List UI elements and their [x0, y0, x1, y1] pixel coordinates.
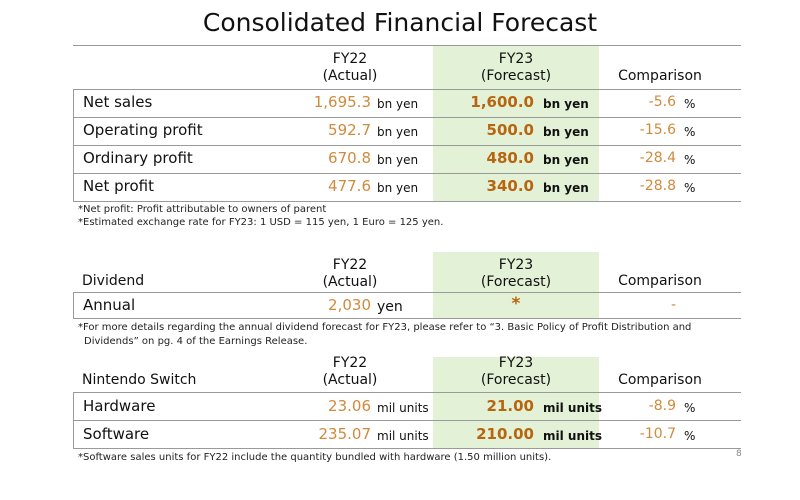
- fy22-unit: bn yen: [377, 153, 419, 167]
- header-comparison: Comparison: [618, 372, 702, 388]
- row-divider: [73, 145, 741, 146]
- fy22-value: 592.7: [328, 121, 371, 139]
- fy22-value: 23.06: [328, 397, 371, 415]
- table-left-border: [73, 392, 74, 448]
- footnote: *Estimated exchange rate for FY23: 1 USD…: [78, 217, 444, 228]
- fy23-unit: bn yen: [543, 181, 589, 195]
- comparison-value: -8.9: [648, 398, 676, 414]
- comparison-value: -15.6: [639, 122, 676, 138]
- row-divider: [73, 420, 741, 421]
- row-label: Hardware: [83, 397, 156, 415]
- section-label-dividend: Dividend: [82, 273, 145, 289]
- comparison-unit: %: [684, 401, 696, 415]
- header-comparison: Comparison: [618, 68, 702, 84]
- comparison-value: -28.4: [639, 150, 676, 166]
- comparison-value: -10.7: [639, 426, 676, 442]
- row-label: Net profit: [83, 177, 154, 195]
- fy22-unit: mil units: [377, 429, 429, 443]
- fy23-value: 500.0: [486, 121, 534, 139]
- fy23-unit: mil units: [543, 429, 602, 443]
- fy22-value: 2,030: [328, 296, 371, 314]
- fy23-value: *: [511, 294, 521, 314]
- comparison-unit: %: [684, 125, 696, 139]
- header-fy23: FY23 (Forecast): [480, 51, 552, 84]
- comparison-unit: %: [684, 429, 696, 443]
- comparison-value: -: [670, 297, 676, 313]
- header-fy23: FY23 (Forecast): [480, 257, 552, 290]
- header-fy22: FY22 (Actual): [322, 51, 378, 84]
- forecast-column-bg-dividend: [433, 252, 599, 318]
- fy23-value: 210.00: [476, 425, 534, 443]
- fy23-value: 480.0: [486, 149, 534, 167]
- footnote: *Net profit: Profit attributable to owne…: [78, 204, 327, 215]
- fy22-unit: mil units: [377, 401, 429, 415]
- row-label: Net sales: [83, 93, 153, 111]
- comparison-value: -28.8: [639, 178, 676, 194]
- row-label: Software: [83, 425, 150, 443]
- footnote: *Software sales units for FY22 include t…: [78, 452, 552, 463]
- comparison-unit: %: [684, 97, 696, 111]
- fy23-value: 1,600.0: [470, 93, 534, 111]
- fy22-value: 235.07: [318, 425, 372, 443]
- header-fy22: FY22 (Actual): [322, 257, 378, 290]
- footnote: Dividends” on pg. 4 of the Earnings Rele…: [84, 336, 308, 347]
- fy23-unit: bn yen: [543, 97, 589, 111]
- row-divider: [73, 201, 741, 202]
- forecast-column-bg-financials: [433, 46, 599, 201]
- table-left-border: [73, 292, 74, 318]
- row-divider: [73, 318, 741, 319]
- page-number: 8: [736, 449, 742, 459]
- fy22-unit: bn yen: [377, 97, 419, 111]
- row-divider: [73, 448, 741, 449]
- fy22-unit: bn yen: [377, 125, 419, 139]
- comparison-unit: %: [684, 181, 696, 195]
- fy23-value: 340.0: [486, 177, 534, 195]
- page-title: Consolidated Financial Forecast: [202, 8, 598, 37]
- fy23-unit: mil units: [543, 401, 602, 415]
- title-divider: [73, 45, 741, 46]
- header-fy22: FY22 (Actual): [322, 355, 378, 388]
- fy22-value: 477.6: [328, 177, 371, 195]
- fy23-value: 21.00: [486, 397, 534, 415]
- row-divider: [73, 173, 741, 174]
- row-label: Ordinary profit: [83, 149, 193, 167]
- row-label: Operating profit: [83, 121, 203, 139]
- comparison-unit: %: [684, 153, 696, 167]
- fy22-value: 1,695.3: [313, 93, 371, 111]
- fy22-unit: yen: [377, 299, 403, 315]
- row-label: Annual: [83, 296, 136, 314]
- fy22-unit: bn yen: [377, 181, 419, 195]
- fy22-value: 670.8: [328, 149, 371, 167]
- section-label-switch: Nintendo Switch: [82, 372, 197, 388]
- table-left-border: [73, 89, 74, 201]
- row-divider: [73, 89, 741, 90]
- comparison-value: -5.6: [648, 94, 676, 110]
- row-divider: [73, 117, 741, 118]
- footnote: *For more details regarding the annual d…: [78, 322, 692, 333]
- forecast-column-bg-switch: [433, 357, 599, 449]
- fy23-unit: bn yen: [543, 153, 589, 167]
- row-divider: [73, 392, 741, 393]
- fy23-unit: bn yen: [543, 125, 589, 139]
- header-fy23: FY23 (Forecast): [480, 355, 552, 388]
- header-comparison: Comparison: [618, 273, 702, 289]
- row-divider: [73, 292, 741, 293]
